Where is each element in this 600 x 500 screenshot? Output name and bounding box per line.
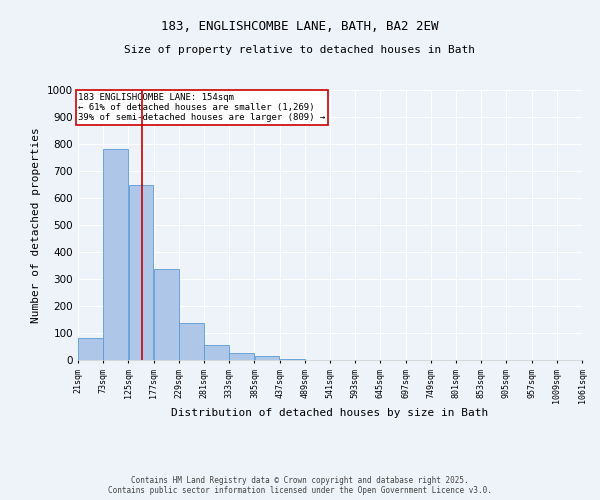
X-axis label: Distribution of detached houses by size in Bath: Distribution of detached houses by size …: [172, 408, 488, 418]
Bar: [154, 270, 179, 360]
Text: 183 ENGLISHCOMBE LANE: 154sqm
← 61% of detached houses are smaller (1,269)
39% o: 183 ENGLISHCOMBE LANE: 154sqm ← 61% of d…: [79, 92, 326, 122]
Bar: [128, 185, 154, 360]
Y-axis label: Number of detached properties: Number of detached properties: [31, 127, 41, 323]
Bar: [78, 338, 103, 360]
Bar: [280, 358, 305, 360]
Text: 183, ENGLISHCOMBE LANE, BATH, BA2 2EW: 183, ENGLISHCOMBE LANE, BATH, BA2 2EW: [161, 20, 439, 33]
Bar: [204, 344, 229, 360]
Text: Size of property relative to detached houses in Bath: Size of property relative to detached ho…: [125, 45, 476, 55]
Bar: [229, 353, 254, 360]
Bar: [254, 356, 280, 360]
Text: Contains HM Land Registry data © Crown copyright and database right 2025.
Contai: Contains HM Land Registry data © Crown c…: [108, 476, 492, 495]
Bar: [179, 322, 204, 360]
Bar: [103, 148, 128, 360]
